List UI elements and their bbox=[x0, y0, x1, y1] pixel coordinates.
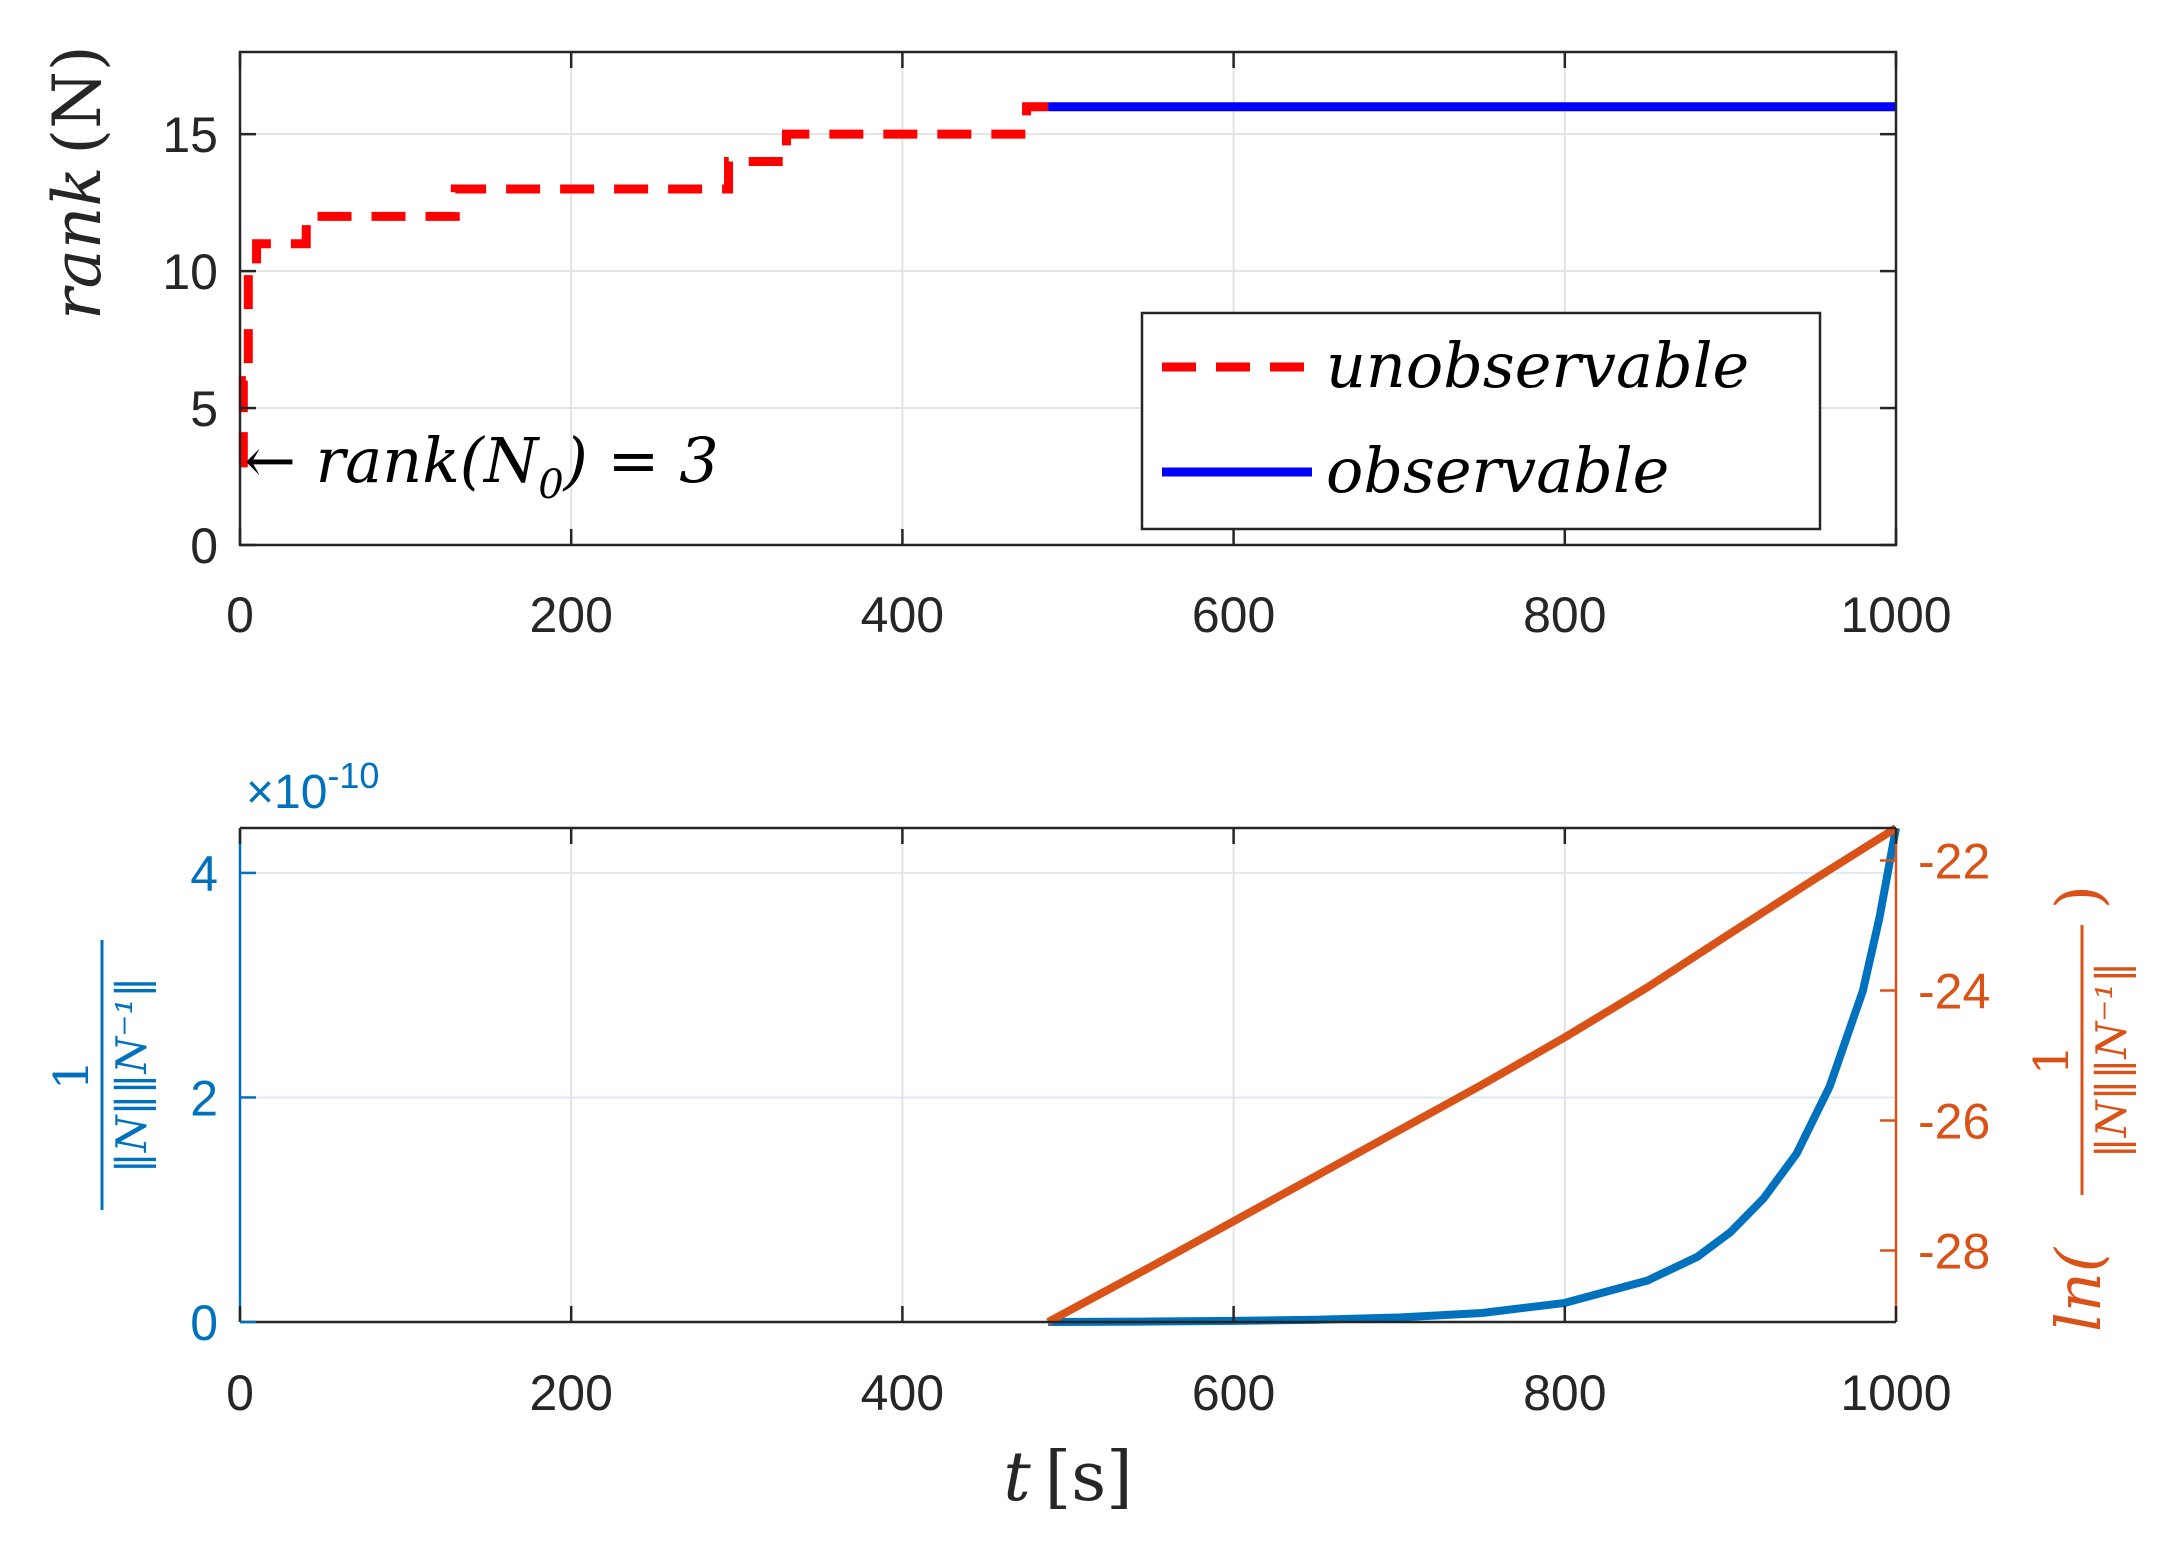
left-exponent-base: ×10 bbox=[246, 766, 327, 819]
bottom-xtick-label: 600 bbox=[1192, 1365, 1275, 1421]
top-ticks: 0 200 400 600 800 1000 0 5 10 15 bbox=[162, 52, 1952, 643]
legend-label-unobservable: unobservable bbox=[1326, 329, 1749, 402]
right-ylabel-den: ‖N‖‖N⁻¹‖ bbox=[2087, 962, 2136, 1159]
bottom-xlabel: t [s] bbox=[1003, 1438, 1132, 1517]
bottom-xlabel-unit: [s] bbox=[1045, 1438, 1133, 1517]
top-ylabel: rank (N) bbox=[39, 45, 116, 320]
left-ytick-label: 0 bbox=[190, 1295, 218, 1351]
legend-box bbox=[1140, 311, 1822, 531]
legend: unobservable observable bbox=[1140, 311, 1822, 531]
top-xtick-label: 600 bbox=[1192, 587, 1275, 643]
left-ylabel-den: ‖N‖‖N⁻¹‖ bbox=[107, 977, 156, 1174]
bottom-ticks: 0 200 400 600 800 1000 0 2 4 -28 -26 -24 -22 bbox=[190, 828, 1990, 1421]
right-ylabel-prefix: ln( bbox=[2042, 1246, 2115, 1332]
right-ytick-label: -28 bbox=[1918, 1224, 1990, 1280]
rank-annotation-sub: 0 bbox=[538, 462, 563, 508]
top-xtick-label: 0 bbox=[226, 587, 254, 643]
right-ylabel-num: 1 bbox=[2024, 1045, 2080, 1076]
right-ylabel: ln( 1 ‖N‖‖N⁻¹‖ ) bbox=[2024, 885, 2136, 1332]
rank-annotation: ← rank(N0) = 3 bbox=[244, 424, 719, 508]
left-ylabel: 1 ‖N‖‖N⁻¹‖ bbox=[44, 940, 156, 1210]
left-ytick-label: 2 bbox=[190, 1070, 218, 1126]
bottom-xtick-label: 200 bbox=[529, 1365, 612, 1421]
left-ylabel-num: 1 bbox=[44, 1060, 100, 1091]
top-xtick-label: 1000 bbox=[1840, 587, 1951, 643]
top-panel: 0 200 400 600 800 1000 0 5 10 15 rank (N) ← rank(N… bbox=[39, 45, 1952, 643]
bottom-series bbox=[1046, 824, 1900, 1326]
top-ytick-label: 5 bbox=[190, 381, 218, 437]
rank-annotation-rest: ) = 3 bbox=[562, 424, 719, 497]
bottom-grid bbox=[240, 828, 1896, 1322]
top-series bbox=[238, 102, 1896, 468]
bottom-xtick-label: 400 bbox=[861, 1365, 944, 1421]
top-ytick-label: 0 bbox=[190, 518, 218, 574]
right-ytick-label: -22 bbox=[1918, 834, 1990, 890]
series-inverse-condition bbox=[1048, 827, 1900, 1326]
top-xtick-label: 800 bbox=[1523, 587, 1606, 643]
bottom-xlabel-var: t bbox=[1003, 1438, 1031, 1517]
legend-label-observable: observable bbox=[1326, 434, 1669, 507]
series-unobservable bbox=[238, 102, 1049, 468]
top-xtick-label: 200 bbox=[529, 587, 612, 643]
top-xtick-label: 400 bbox=[861, 587, 944, 643]
right-ytick-label: -26 bbox=[1918, 1094, 1990, 1150]
bottom-xtick-label: 1000 bbox=[1840, 1365, 1951, 1421]
right-ytick-label: -24 bbox=[1918, 964, 1990, 1020]
left-exponent-label: ×10-10 bbox=[246, 755, 379, 819]
top-axes-box bbox=[238, 50, 1898, 547]
left-exponent-power: -10 bbox=[327, 755, 379, 796]
series-log-inverse-condition bbox=[1046, 824, 1899, 1326]
bottom-xtick-label: 800 bbox=[1523, 1365, 1606, 1421]
top-ylabel-arg: (N) bbox=[39, 45, 116, 154]
bottom-xtick-label: 0 bbox=[226, 1365, 254, 1421]
right-ylabel-suffix: ) bbox=[2042, 885, 2115, 909]
left-ytick-label: 4 bbox=[190, 846, 218, 902]
rank-annotation-text: ← rank(N bbox=[244, 424, 541, 497]
top-ytick-label: 15 bbox=[162, 107, 218, 163]
top-ytick-label: 10 bbox=[162, 244, 218, 300]
top-ylabel-var: rank bbox=[39, 167, 116, 320]
